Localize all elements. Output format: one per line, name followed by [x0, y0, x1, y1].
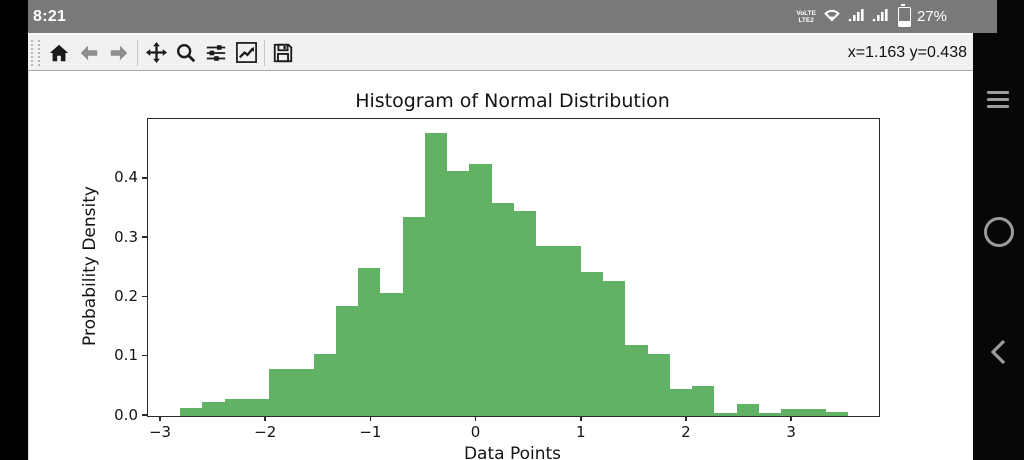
battery-icon — [897, 3, 911, 27]
histogram-bar — [825, 411, 848, 416]
y-tick-mark — [142, 414, 147, 416]
histogram-bar — [224, 398, 247, 416]
histogram-bar — [625, 345, 648, 416]
signal-strength-icon — [848, 6, 866, 27]
y-tick-label: 0.2 — [114, 286, 138, 305]
histogram-bar — [603, 280, 626, 416]
android-nav-bar — [973, 0, 1024, 460]
histogram-bar — [447, 171, 470, 416]
save-floppy-icon — [273, 43, 293, 62]
histogram-bar — [536, 245, 559, 416]
forward-arrow-icon — [110, 45, 128, 60]
histogram-bar — [692, 385, 715, 416]
histogram-bar — [291, 368, 314, 416]
status-icons: VoLTE LTE2 — [796, 3, 997, 27]
configure-subplots-button[interactable] — [201, 37, 231, 69]
x-tick-label: −3 — [148, 423, 172, 441]
back-button[interactable] — [74, 37, 104, 69]
x-tick-label: 1 — [575, 423, 586, 441]
histogram-bar — [669, 388, 693, 416]
histogram-bar — [781, 409, 804, 416]
pan-button[interactable] — [141, 37, 171, 69]
x-tick-mark — [580, 416, 582, 422]
battery-percent: 27% — [916, 8, 947, 25]
pan-icon — [145, 41, 167, 64]
x-tick-mark — [159, 416, 161, 422]
chart-title: Histogram of Normal Distribution — [355, 90, 670, 112]
status-bar: 8:21 VoLTE LTE2 — [28, 0, 997, 33]
y-tick-label: 0.0 — [114, 405, 138, 424]
histogram-bar — [358, 267, 381, 416]
y-tick-mark — [142, 295, 147, 298]
histogram-bar — [758, 413, 782, 416]
matplotlib-toolbar: x=1.163 y=0.438 — [28, 33, 973, 71]
histogram-bar — [246, 398, 270, 416]
histogram-bar — [491, 203, 514, 416]
recents-menu-button[interactable] — [973, 87, 1024, 112]
histogram-bar — [202, 401, 225, 416]
toolbar-separator — [264, 39, 265, 66]
zoom-button[interactable] — [171, 37, 201, 69]
toolbar-drag-handle[interactable] — [31, 39, 40, 66]
wifi-icon — [822, 6, 842, 27]
x-axis-label: Data Points — [463, 444, 562, 460]
home-icon — [49, 44, 69, 61]
histogram-bar — [513, 210, 537, 416]
histogram-bar — [714, 413, 737, 416]
back-nav-button[interactable] — [973, 339, 1024, 365]
toolbar-separator — [137, 39, 138, 66]
line-chart-icon — [235, 42, 257, 63]
histogram-bar — [736, 403, 759, 416]
histogram-bar — [313, 353, 336, 416]
x-tick-label: 3 — [786, 423, 796, 441]
histogram-bar — [380, 292, 403, 416]
histogram-bar — [469, 163, 492, 416]
y-tick-mark — [142, 177, 147, 179]
home-button[interactable] — [44, 37, 74, 69]
sliders-icon — [206, 44, 226, 61]
histogram-bar — [335, 305, 359, 416]
x-tick-mark — [685, 416, 687, 422]
y-tick-label: 0.1 — [114, 346, 138, 365]
histogram-bar — [647, 353, 670, 416]
axes[interactable] — [147, 118, 880, 417]
home-nav-button[interactable] — [973, 217, 1024, 247]
x-tick-label: −1 — [359, 423, 382, 441]
y-tick-label: 0.3 — [114, 227, 138, 246]
home-circle-icon — [983, 217, 1014, 247]
volte-lte2-indicator: VoLTE LTE2 — [796, 9, 816, 24]
y-tick-mark — [142, 354, 147, 357]
signal-strength-icon-2 — [872, 6, 890, 27]
magnifier-icon — [177, 43, 196, 62]
y-axis-label: Probability Density — [80, 186, 100, 346]
x-tick-mark — [369, 416, 372, 422]
y-tick-label: 0.4 — [114, 168, 138, 187]
back-chevron-icon — [991, 339, 1006, 365]
histogram-bar — [179, 407, 203, 416]
clock: 8:21 — [33, 7, 67, 25]
histogram-bar — [580, 272, 604, 416]
back-arrow-icon — [80, 45, 98, 60]
x-tick-mark — [264, 416, 266, 422]
y-tick-mark — [142, 236, 147, 238]
histogram-bar — [803, 409, 826, 416]
histogram-bar — [402, 216, 425, 416]
save-button[interactable] — [268, 37, 298, 69]
cursor-coordinates-readout: x=1.163 y=0.438 — [847, 43, 967, 61]
x-tick-label: 0 — [470, 423, 481, 441]
x-tick-mark — [474, 416, 477, 422]
forward-button[interactable] — [104, 37, 134, 69]
x-tick-label: 2 — [681, 423, 691, 441]
histogram-bar — [424, 133, 448, 416]
x-tick-mark — [790, 416, 792, 422]
customize-plot-button[interactable] — [231, 37, 261, 69]
display-cutout-strip — [0, 0, 28, 460]
x-tick-label: −2 — [254, 423, 277, 441]
histogram-bar — [558, 245, 581, 416]
histogram-bar — [269, 368, 292, 416]
